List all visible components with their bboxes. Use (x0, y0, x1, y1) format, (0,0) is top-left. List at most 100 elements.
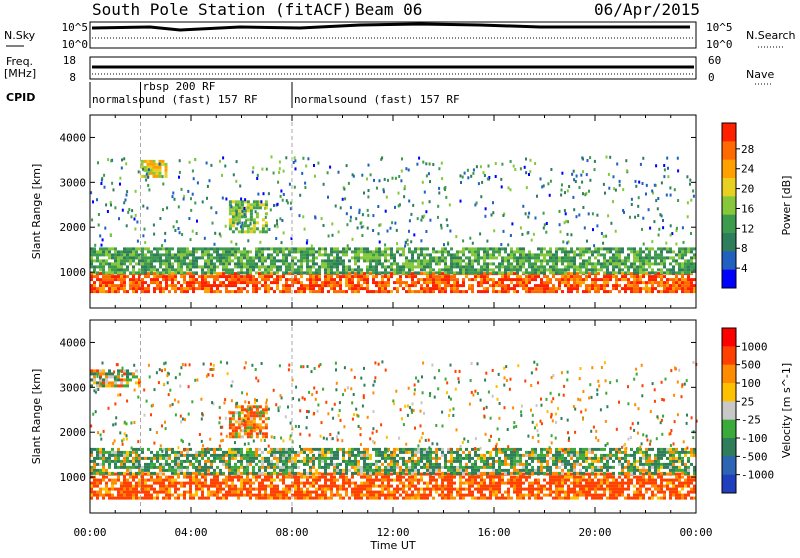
data-cell (396, 262, 399, 265)
data-cell (255, 284, 258, 287)
data-cell (612, 284, 615, 287)
data-cell (318, 485, 321, 488)
data-cell (519, 281, 522, 284)
data-cell (253, 200, 256, 203)
data-cell (348, 275, 351, 278)
data-cell (276, 284, 279, 287)
data-cell (156, 268, 159, 271)
data-cell (256, 203, 259, 206)
data-cell (483, 482, 486, 485)
data-cell (159, 271, 162, 274)
data-cell (438, 278, 441, 281)
data-cell (606, 488, 609, 491)
data-cell (270, 476, 273, 479)
data-cell (582, 488, 585, 491)
data-cell (168, 482, 171, 485)
data-cell (462, 271, 465, 274)
data-cell (342, 253, 345, 256)
data-cell (204, 454, 207, 457)
data-cell (549, 494, 552, 497)
data-cell (96, 256, 99, 259)
data-cell (186, 482, 189, 485)
data-cell (118, 217, 120, 220)
data-cell (146, 173, 148, 176)
data-cell (408, 284, 411, 287)
data-cell (441, 275, 444, 278)
data-cell (204, 247, 207, 250)
data-cell (192, 281, 195, 284)
data-cell (228, 448, 231, 451)
data-cell (546, 281, 549, 284)
data-cell (639, 497, 642, 500)
data-cell (354, 287, 357, 290)
data-cell (162, 247, 165, 250)
data-cell (105, 482, 108, 485)
nsearch-label: N.Search (746, 29, 796, 42)
data-cell (492, 211, 494, 214)
data-cell (627, 253, 630, 256)
data-cell (663, 256, 666, 259)
nsky-tick-bottom: 10^0 (62, 38, 89, 51)
data-cell (207, 451, 210, 454)
data-cell (669, 488, 672, 491)
data-cell (165, 485, 168, 488)
data-cell (687, 281, 690, 284)
data-cell (351, 281, 354, 284)
data-cell (219, 485, 222, 488)
data-cell (250, 215, 253, 218)
data-cell (117, 265, 120, 268)
data-cell (252, 284, 255, 287)
data-cell (114, 460, 117, 463)
data-cell (480, 271, 483, 274)
data-cell (462, 497, 465, 500)
data-cell (681, 284, 684, 287)
data-cell (240, 250, 243, 253)
data-cell (453, 278, 456, 281)
data-cell (171, 476, 174, 479)
data-cell (348, 284, 351, 287)
data-cell (417, 497, 420, 500)
data-cell (369, 253, 372, 256)
data-cell (564, 494, 567, 497)
data-cell (636, 290, 639, 293)
data-cell (531, 494, 534, 497)
data-cell (129, 262, 132, 265)
data-cell (687, 262, 690, 265)
data-cell (537, 491, 540, 494)
data-cell (369, 494, 372, 497)
data-cell (216, 290, 219, 293)
data-cell (684, 482, 687, 485)
data-cell (306, 247, 309, 250)
data-cell (372, 491, 375, 494)
data-cell (456, 265, 459, 268)
data-cell (234, 494, 237, 497)
data-cell (301, 172, 303, 175)
data-cell (540, 491, 543, 494)
data-cell (669, 256, 672, 259)
data-cell (294, 268, 297, 271)
data-cell (306, 256, 309, 259)
data-cell (642, 479, 645, 482)
data-cell (336, 479, 339, 482)
data-cell (192, 463, 195, 466)
data-cell (342, 268, 345, 271)
data-cell (222, 247, 225, 250)
data-cell (462, 476, 465, 479)
data-cell (117, 451, 120, 454)
data-cell (232, 221, 235, 224)
data-cell (639, 268, 642, 271)
data-cell (247, 227, 250, 230)
data-cell (648, 479, 651, 482)
data-cell (531, 256, 534, 259)
data-cell (224, 165, 226, 168)
data-cell (222, 250, 225, 253)
data-cell (240, 278, 243, 281)
data-cell (180, 472, 183, 475)
data-cell (675, 473, 678, 476)
data-cell (189, 253, 192, 256)
data-cell (504, 278, 507, 281)
data-cell (546, 482, 549, 485)
data-cell (132, 271, 135, 274)
data-cell (129, 451, 132, 454)
data-cell (660, 290, 663, 293)
